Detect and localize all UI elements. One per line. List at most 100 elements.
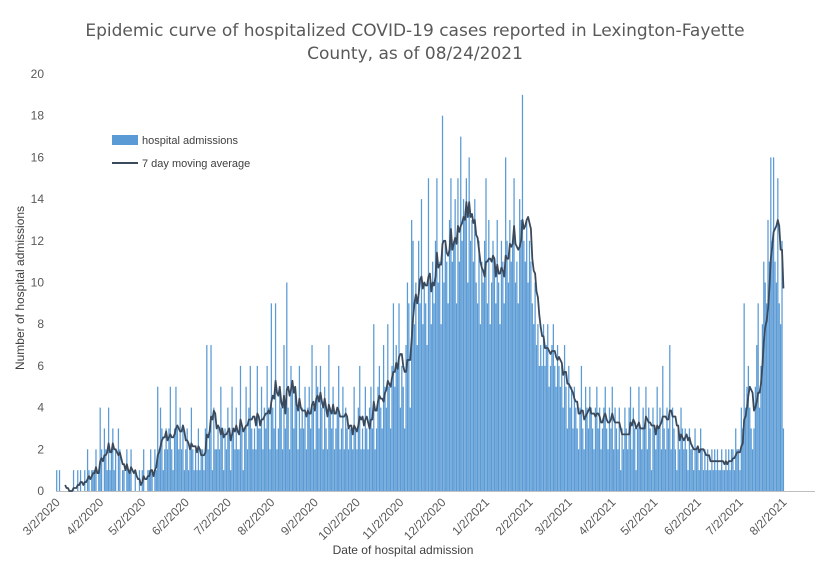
admission-bar — [72, 470, 75, 491]
admission-bar — [107, 407, 110, 491]
y-tick-label: 20 — [31, 67, 45, 81]
admission-bar — [350, 428, 352, 491]
x-tick-label: 3/2/2020 — [20, 495, 63, 538]
admission-bar — [656, 386, 658, 491]
admission-bar — [99, 407, 101, 491]
admission-bar — [725, 449, 727, 491]
admission-bar — [333, 449, 336, 491]
admission-bar — [781, 240, 783, 491]
legend-bar-swatch — [112, 135, 138, 145]
admission-bar — [730, 449, 733, 491]
admission-bar — [345, 407, 347, 491]
admission-bar — [288, 449, 291, 491]
admission-bar — [561, 365, 563, 491]
admission-bar — [127, 470, 129, 491]
admission-bar — [566, 428, 569, 491]
admission-bar — [394, 386, 396, 491]
admission-bar — [223, 470, 225, 491]
admission-bar — [371, 428, 373, 491]
admission-bar — [269, 449, 271, 491]
admission-bar — [684, 428, 686, 491]
admission-bar — [283, 345, 285, 491]
admission-bar — [354, 428, 357, 491]
admission-bar — [430, 324, 432, 491]
admission-bar — [273, 428, 275, 491]
admission-bar — [524, 261, 526, 491]
admission-bar — [760, 365, 762, 491]
admission-bar — [193, 470, 195, 491]
x-tick-label: 3/2/2021 — [532, 495, 575, 538]
admission-bar — [311, 345, 313, 491]
x-tick-label: 7/2/2021 — [703, 495, 746, 538]
admission-bar — [733, 470, 735, 491]
admission-bar — [482, 282, 484, 491]
admission-bar — [533, 324, 535, 491]
admission-bar — [194, 449, 197, 491]
admission-bar — [294, 386, 296, 491]
x-tick-label: 11/2/2020 — [359, 495, 406, 542]
admission-bar — [175, 386, 177, 491]
admission-bar — [381, 428, 383, 491]
admission-bar — [416, 345, 418, 491]
admission-bar — [739, 470, 741, 491]
admission-bar — [176, 428, 178, 491]
admission-bar — [519, 199, 521, 491]
admission-bar — [301, 407, 303, 491]
admission-bar — [548, 386, 550, 491]
admission-bar — [552, 324, 554, 491]
admission-bar — [106, 470, 108, 491]
admission-bar — [751, 449, 754, 491]
admission-bar — [404, 428, 406, 491]
admission-bar — [744, 407, 747, 491]
admission-bar — [506, 240, 508, 491]
x-tick-label: 5/2/2020 — [105, 495, 148, 538]
admission-bar — [749, 407, 751, 491]
admission-bar — [151, 470, 153, 491]
admission-bar — [443, 282, 445, 491]
admission-bar — [398, 303, 400, 491]
admission-bar — [192, 449, 194, 491]
admission-bar — [592, 428, 594, 491]
admission-bar — [461, 240, 463, 491]
admission-bar — [79, 470, 82, 491]
admission-bar — [628, 407, 630, 491]
admission-bar — [164, 449, 166, 491]
admission-bar — [380, 407, 382, 491]
admission-bar — [568, 365, 570, 491]
admission-bar — [662, 365, 664, 491]
y-tick-label: 6 — [37, 359, 44, 373]
admission-bar — [669, 345, 671, 491]
admission-bar — [255, 449, 257, 491]
admission-bar — [432, 261, 434, 491]
admission-bar — [513, 178, 515, 491]
admission-bar — [396, 365, 399, 491]
admission-bar — [639, 428, 641, 491]
chart-title: Epidemic curve of hospitalized COVID-19 … — [85, 21, 745, 64]
admission-bar — [693, 470, 695, 491]
admission-bar — [260, 386, 263, 491]
admission-bar — [697, 449, 699, 491]
admission-bar — [166, 449, 169, 491]
admission-bar — [437, 282, 439, 491]
admission-bar — [683, 449, 685, 491]
admission-bar — [321, 407, 323, 491]
admission-bar — [631, 449, 633, 491]
x-tick-label: 6/2/2020 — [149, 495, 192, 538]
admission-bar — [429, 282, 431, 491]
admission-bar — [495, 303, 497, 491]
admission-bar — [434, 240, 437, 491]
admission-bar — [526, 219, 528, 491]
admission-bar — [743, 303, 745, 491]
admission-bar — [634, 428, 636, 491]
admission-bar — [207, 449, 209, 491]
admission-bar — [200, 449, 202, 491]
admission-bar — [147, 470, 149, 491]
admission-bar — [277, 428, 279, 491]
admission-bar — [114, 449, 117, 491]
x-tick-label: 10/2/2020 — [315, 495, 363, 543]
admission-bar — [457, 178, 459, 491]
admission-bar — [483, 240, 486, 491]
admission-bar — [569, 407, 571, 491]
admission-bar — [765, 303, 768, 491]
